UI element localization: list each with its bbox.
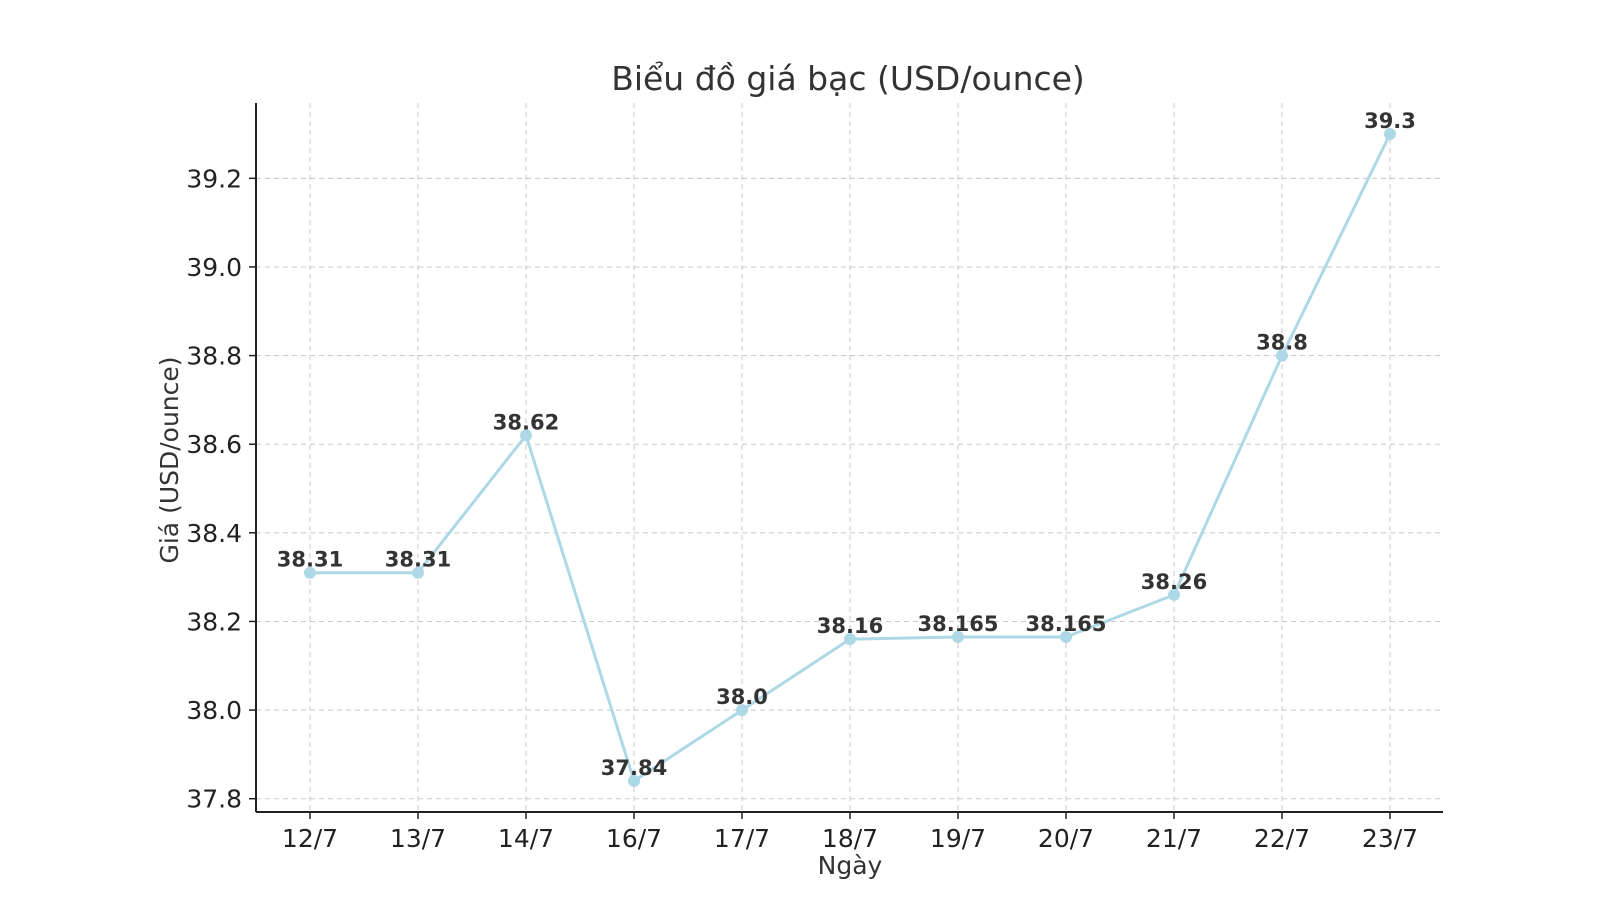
data-point — [304, 566, 316, 579]
y-tick-label: 39.2 — [186, 164, 242, 193]
chart-title: Biểu đồ giá bạc (USD/ounce) — [611, 59, 1085, 98]
data-point — [952, 630, 964, 643]
x-tick-label: 12/7 — [282, 824, 338, 853]
y-tick-label: 38.6 — [186, 430, 242, 459]
x-tick-label: 21/7 — [1146, 824, 1202, 853]
y-tick-label: 38.8 — [186, 342, 242, 371]
data-point — [412, 566, 424, 579]
y-tick-label: 37.8 — [186, 785, 242, 814]
x-tick-label: 19/7 — [930, 824, 986, 853]
y-tick-label: 39.0 — [186, 253, 242, 282]
data-label: 38.165 — [917, 612, 998, 636]
data-label: 38.31 — [385, 548, 451, 572]
x-tick-label: 22/7 — [1254, 824, 1310, 853]
y-axis-label: Giá (USD/ounce) — [155, 356, 184, 563]
data-point — [844, 633, 856, 646]
x-tick-label: 18/7 — [822, 824, 878, 853]
x-tick-label: 17/7 — [714, 824, 770, 853]
data-label: 38.8 — [1256, 331, 1308, 355]
data-point — [736, 704, 748, 717]
x-tick-label: 20/7 — [1038, 824, 1094, 853]
x-axis-label: Ngày — [818, 851, 883, 880]
data-point — [1060, 630, 1072, 643]
data-point — [1168, 588, 1180, 601]
data-point — [1384, 128, 1396, 141]
data-label: 38.165 — [1025, 612, 1106, 636]
grid — [256, 103, 1443, 812]
x-tick-label: 23/7 — [1362, 824, 1418, 853]
y-tick-label: 38.0 — [186, 696, 242, 725]
x-tick-label: 14/7 — [498, 824, 554, 853]
data-label: 37.84 — [601, 756, 667, 780]
data-label: 38.31 — [277, 548, 343, 572]
data-label: 38.26 — [1141, 570, 1207, 594]
x-tick-label: 13/7 — [390, 824, 446, 853]
data-point — [520, 429, 532, 442]
data-point — [1276, 349, 1288, 362]
data-label: 38.16 — [817, 614, 883, 638]
price-series: 38.31 38.31 38.62 37.84 38.0 38.16 38.165 38.16… — [277, 109, 1416, 787]
y-axis-ticks: 37.8 38.0 38.2 38.4 38.6 38.8 39.0 39.2 — [186, 164, 256, 814]
x-tick-label: 16/7 — [606, 824, 662, 853]
y-tick-label: 38.2 — [186, 607, 242, 636]
x-axis-ticks: 12/7 13/7 14/7 16/7 17/7 18/7 19/7 20/7 21/7 22/7… — [282, 812, 1418, 853]
data-label: 38.62 — [493, 410, 559, 434]
y-tick-label: 38.4 — [186, 519, 242, 548]
data-label: 39.3 — [1364, 109, 1416, 133]
data-point — [628, 774, 640, 787]
data-label: 38.0 — [716, 685, 768, 709]
